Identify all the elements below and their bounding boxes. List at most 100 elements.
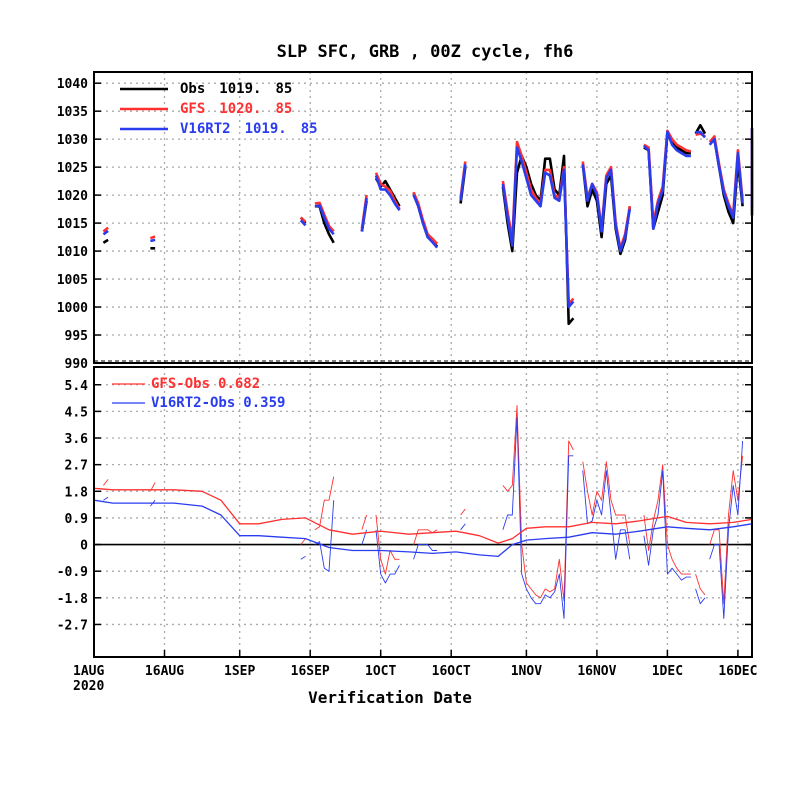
gfs-line bbox=[299, 216, 307, 223]
v16rt2-diff-line bbox=[582, 470, 631, 560]
top-panel: 990 995 1000 1005 1010 1015 1020 1025 1030 1035 10… bbox=[57, 71, 754, 372]
v16rt2-line bbox=[374, 175, 401, 211]
v16rt2-line bbox=[459, 164, 467, 201]
v16rt2-diff-line bbox=[375, 529, 400, 584]
x-axis-label: Verification Date bbox=[308, 688, 472, 707]
bottom-y-tick-label: -2.7 bbox=[57, 618, 88, 633]
top-y-tick-label: 1005 bbox=[57, 273, 88, 288]
v16rt2-line bbox=[581, 164, 632, 253]
top-y-tick-label: 995 bbox=[65, 329, 88, 344]
x-tick-label: 16SEP bbox=[291, 664, 330, 679]
legend-entry: V16RT2-Obs 0.359 bbox=[151, 395, 285, 411]
x-tick-label: 16AUG bbox=[145, 664, 184, 679]
gfs-diff-line bbox=[103, 479, 109, 486]
legend-mean: 1020. bbox=[219, 101, 261, 117]
legend-count: 85 bbox=[275, 81, 292, 97]
legend-name: V16RT2-Obs bbox=[151, 395, 235, 411]
legend-name: Obs bbox=[180, 81, 205, 97]
top-frame bbox=[93, 71, 753, 364]
obs-line bbox=[694, 123, 707, 135]
bottom-y-tick-label: 4.5 bbox=[65, 405, 88, 420]
legend-mean: 1019. bbox=[245, 121, 287, 137]
bottom-legend: GFS-Obs 0.682 V16RT2-Obs 0.359 bbox=[112, 376, 285, 411]
gfs-diff-line bbox=[695, 573, 706, 596]
v16rt2-line bbox=[314, 204, 335, 236]
x-tick-label: 1OCT bbox=[365, 664, 396, 679]
x-tick-label: 16NOV bbox=[577, 664, 616, 679]
x-tick-label: 1SEP bbox=[224, 664, 255, 679]
top-y-tick-label: 1040 bbox=[57, 77, 88, 92]
v16rt2-line bbox=[501, 146, 575, 309]
top-y-ticks: 990 995 1000 1005 1010 1015 1020 1025 1030 1035 10… bbox=[57, 77, 752, 372]
x-tick-label: 1AUG bbox=[73, 664, 104, 679]
top-y-tick-label: 990 bbox=[65, 357, 89, 372]
bottom-y-tick-label: 1.8 bbox=[65, 485, 89, 500]
legend-count: 85 bbox=[275, 101, 292, 117]
x-tick-label: 16OCT bbox=[432, 664, 471, 679]
x-tick-label: 16DEC bbox=[718, 664, 757, 679]
bottom-y-tick-label: 5.4 bbox=[65, 379, 89, 394]
v16rt2-diff-line bbox=[103, 496, 109, 501]
top-y-tick-label: 1010 bbox=[57, 245, 88, 260]
gfs-diff-line bbox=[643, 464, 691, 575]
gfs-mean-diff-line bbox=[93, 487, 753, 544]
legend-mean: 0.359 bbox=[243, 395, 285, 411]
x-tick-year: 2020 bbox=[73, 679, 104, 694]
v16rt2-mean-diff-line bbox=[93, 499, 753, 558]
bottom-y-tick-label: -1.8 bbox=[57, 592, 88, 607]
v16rt2-line bbox=[643, 130, 691, 230]
legend-entry: GFS-Obs 0.682 bbox=[151, 376, 260, 392]
gfs-diff-line bbox=[502, 405, 574, 602]
v16rt2-line bbox=[360, 197, 368, 232]
bottom-y-tick-label: -0.9 bbox=[57, 565, 88, 580]
gfs-diff-line bbox=[460, 508, 466, 516]
legend-name: V16RT2 bbox=[180, 121, 231, 137]
v16rt2-diff-line bbox=[413, 544, 438, 560]
top-legend: Obs 1019. 85 GFS 1020. 85 V16RT2 1019. 85 bbox=[120, 81, 318, 137]
bottom-panel: -2.7 -1.8 -0.9 0 0.9 1.8 2.7 3.6 4.5 5.4 GFS-Obs 0… bbox=[57, 366, 753, 658]
top-y-tick-label: 1025 bbox=[57, 161, 88, 176]
v16rt2-line bbox=[708, 137, 744, 219]
bottom-grid bbox=[94, 367, 752, 657]
v16rt2-diff-line bbox=[709, 440, 744, 619]
legend-entry: V16RT2 1019. 85 bbox=[180, 121, 318, 137]
gfs-diff-line bbox=[582, 461, 631, 545]
v16rt2-line bbox=[299, 219, 307, 227]
legend-mean: 1019. bbox=[219, 81, 261, 97]
v16rt2-line bbox=[412, 194, 439, 249]
v16rt2-diff-line bbox=[695, 588, 706, 605]
v16rt2-diff-line bbox=[300, 556, 306, 560]
legend-name: GFS-Obs bbox=[151, 376, 210, 392]
obs-line bbox=[102, 238, 109, 244]
bottom-frame bbox=[93, 366, 753, 658]
legend-name: GFS bbox=[180, 101, 205, 117]
legend-entry: GFS 1020. 85 bbox=[180, 101, 292, 117]
gfs-diff-line bbox=[314, 476, 335, 531]
bottom-y-tick-label: 3.6 bbox=[65, 432, 89, 447]
x-tick-label: 1NOV bbox=[511, 664, 542, 679]
top-grid bbox=[94, 72, 752, 363]
x-tick-label: 1DEC bbox=[652, 664, 683, 679]
gfs-diff-line bbox=[375, 514, 400, 575]
chart-title: SLP SFC, GRB , 00Z cycle, fh6 bbox=[277, 42, 574, 62]
gfs-line bbox=[374, 172, 401, 210]
gfs-diff-line bbox=[709, 455, 744, 605]
bottom-y-tick-label: 0 bbox=[80, 539, 88, 554]
bottom-y-tick-label: 2.7 bbox=[65, 459, 88, 474]
v16rt2-line bbox=[150, 238, 156, 243]
gfs-line bbox=[102, 226, 109, 233]
top-y-tick-label: 1035 bbox=[57, 105, 88, 120]
bottom-y-tick-label: 0.9 bbox=[65, 512, 88, 527]
gfs-diff-line bbox=[361, 514, 368, 530]
legend-mean: 0.682 bbox=[218, 376, 260, 392]
bottom-y-ticks: -2.7 -1.8 -0.9 0 0.9 1.8 2.7 3.6 4.5 5.4 bbox=[57, 379, 752, 633]
gfs-diff-line bbox=[300, 538, 306, 545]
bottom-series-lines bbox=[93, 405, 753, 619]
v16rt2-line bbox=[695, 130, 706, 139]
v16rt2-line bbox=[102, 229, 109, 236]
top-y-tick-label: 1000 bbox=[57, 301, 88, 316]
v16rt2-diff-line bbox=[460, 523, 466, 531]
top-y-tick-label: 1015 bbox=[57, 217, 88, 232]
